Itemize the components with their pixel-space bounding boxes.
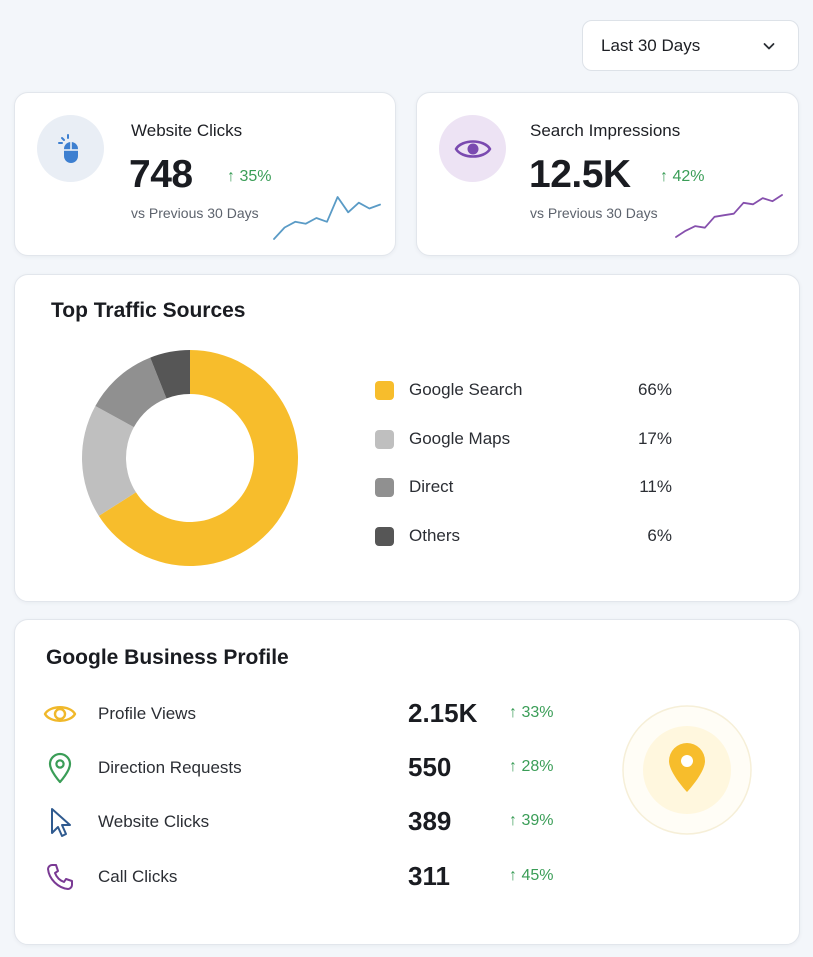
legend-value: 6% (647, 525, 672, 545)
traffic-sources-donut (82, 350, 298, 566)
search-impressions-sparkline (675, 194, 783, 238)
website-clicks-comparison: vs Previous 30 Days (131, 205, 259, 221)
profile-row-change: ↑ 45% (509, 867, 554, 884)
profile-row-views: Profile Views 2.15K ↑ 33% (15, 694, 615, 734)
legend-label: Google Maps (409, 428, 511, 448)
profile-row-change: ↑ 28% (509, 758, 554, 775)
donut-slice-google-search (98, 350, 298, 566)
eye-icon (43, 698, 77, 730)
legend-label: Others (409, 525, 461, 545)
search-impressions-card: Search Impressions 12.5K ↑ 42% vs Previo… (416, 92, 799, 256)
profile-row-value: 550 (408, 752, 452, 782)
donut-slice-direct (95, 357, 167, 428)
business-profile-card: Google Business Profile Profile Views 2.… (14, 619, 800, 945)
traffic-sources-card: Top Traffic Sources Google Search 66% Go… (14, 274, 800, 602)
eye-icon (439, 115, 506, 182)
profile-row-label: Profile Views (98, 704, 196, 723)
search-impressions-change: ↑ 42% (660, 168, 705, 185)
traffic-sources-title: Top Traffic Sources (51, 299, 246, 322)
legend-label: Direct (409, 477, 454, 496)
legend-swatch (375, 381, 394, 400)
profile-row-change: ↑ 39% (509, 812, 554, 829)
profile-row-value: 311 (408, 861, 450, 891)
profile-row-website: Website Clicks 389 ↑ 39% (15, 802, 615, 842)
legend-row-others: Others 6% (375, 524, 675, 573)
search-impressions-sparkline-line (675, 194, 783, 238)
website-clicks-title: Website Clicks (131, 121, 243, 140)
profile-row-calls: Call Clicks 311 ↑ 45% (15, 857, 615, 897)
profile-row-value: 389 (408, 806, 452, 836)
search-impressions-comparison: vs Previous 30 Days (530, 205, 658, 221)
profile-row-label: Website Clicks (98, 812, 210, 831)
donut-slice-others (150, 350, 190, 399)
legend-swatch (375, 526, 394, 546)
search-impressions-value: 12.5K (529, 153, 631, 196)
traffic-sources-legend: Google Search 66% Google Maps 17% Direct… (375, 378, 675, 572)
chevron-down-icon (763, 42, 775, 49)
map-pin-illustration (621, 704, 753, 836)
legend-value: 17% (637, 428, 672, 448)
mouse-icon (37, 115, 104, 182)
period-dropdown[interactable]: Last 30 Days (582, 20, 799, 71)
legend-swatch (375, 478, 394, 497)
profile-row-label: Call Clicks (98, 867, 178, 886)
legend-row-google-maps: Google Maps 17% (375, 427, 675, 476)
legend-value: 11% (639, 477, 672, 496)
website-clicks-change: ↑ 35% (227, 168, 272, 185)
legend-row-google-search: Google Search 66% (375, 378, 675, 427)
profile-row-label: Direction Requests (98, 758, 242, 777)
location-pin-icon (43, 752, 77, 784)
legend-swatch (375, 429, 394, 449)
profile-row-directions: Direction Requests 550 ↑ 28% (15, 748, 615, 788)
website-clicks-sparkline (273, 196, 381, 240)
profile-row-value: 2.15K (408, 698, 478, 728)
phone-icon (43, 861, 77, 893)
legend-value: 66% (637, 380, 672, 399)
business-profile-title: Google Business Profile (46, 646, 289, 669)
donut-slice-google-maps (82, 405, 136, 516)
location-pin-icon (669, 743, 705, 792)
website-clicks-card: Website Clicks 748 ↑ 35% vs Previous 30 … (14, 92, 396, 256)
website-clicks-value: 748 (129, 153, 193, 196)
legend-row-direct: Direct 11% (375, 475, 675, 524)
period-dropdown-label: Last 30 Days (601, 35, 701, 55)
website-clicks-sparkline-line (273, 196, 381, 240)
legend-label: Google Search (409, 380, 523, 399)
search-impressions-title: Search Impressions (530, 121, 681, 140)
profile-row-change: ↑ 33% (509, 704, 554, 721)
cursor-icon (43, 806, 77, 838)
